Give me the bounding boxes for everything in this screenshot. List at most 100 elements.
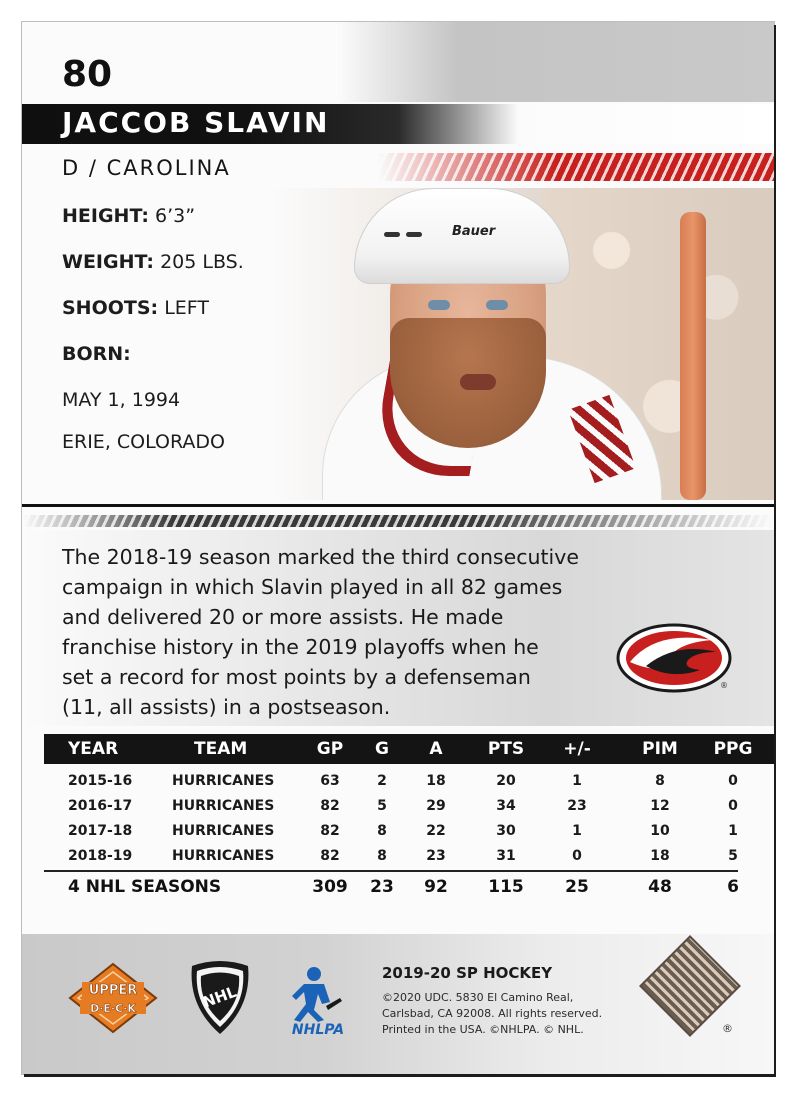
trading-card-back: 80 JACCOB SLAVIN D / CAROLINA Bauer HEIG… <box>22 22 774 1074</box>
cell-a: 23 <box>426 847 446 864</box>
bio-height: HEIGHT: 6’3” <box>62 205 302 251</box>
player-bio: HEIGHT: 6’3” WEIGHT: 205 LBS. SHOOTS: LE… <box>62 205 302 473</box>
player-photo: Bauer <box>272 188 774 500</box>
stats-table: YEAR TEAM GP G A PTS +/- PIM PPG 2015-16… <box>44 734 774 902</box>
hurricanes-logo-icon: ® <box>616 623 732 693</box>
total-ppg: 6 <box>727 877 739 897</box>
registered-mark: ® <box>722 1022 733 1035</box>
cell-team: HURRICANES <box>172 847 275 864</box>
total-pim: 48 <box>648 877 672 897</box>
totals-divider <box>44 870 738 872</box>
stats-row: 2017-18 HURRICANES 82 8 22 30 1 10 1 <box>44 818 774 843</box>
bio-label: BORN: <box>62 343 131 365</box>
cell-ppg: 0 <box>728 772 738 789</box>
cell-pts: 31 <box>496 847 516 864</box>
cell-year: 2017-18 <box>68 822 133 839</box>
cell-plus-minus: 1 <box>572 822 582 839</box>
header-year: YEAR <box>68 739 119 759</box>
cell-plus-minus: 0 <box>572 847 582 864</box>
cell-ppg: 1 <box>728 822 738 839</box>
nhlpa-logo-text: NHLPA <box>292 1022 344 1036</box>
cell-gp: 82 <box>320 847 340 864</box>
player-mouth <box>460 374 496 390</box>
name-bar <box>22 104 774 144</box>
position-team: D / CAROLINA <box>62 156 231 180</box>
total-gp: 309 <box>312 877 348 897</box>
bio-born-date: MAY 1, 1994 <box>62 389 181 411</box>
cell-gp: 63 <box>320 772 340 789</box>
cell-ppg: 5 <box>728 847 738 864</box>
cell-a: 18 <box>426 772 446 789</box>
divider <box>22 504 774 507</box>
total-plus-minus: 25 <box>565 877 589 897</box>
bio-value: 205 LBS. <box>160 251 244 273</box>
cell-ppg: 0 <box>728 797 738 814</box>
header-a: A <box>429 739 443 759</box>
header-g: G <box>375 739 389 759</box>
bio-value: LEFT <box>164 297 209 319</box>
registered-mark: ® <box>720 681 728 690</box>
cell-team: HURRICANES <box>172 822 275 839</box>
cell-pim: 10 <box>650 822 670 839</box>
cell-pim: 12 <box>650 797 670 814</box>
total-g: 23 <box>370 877 394 897</box>
header-gp: GP <box>316 739 344 759</box>
card-number: 80 <box>62 54 113 95</box>
helmet-brand: Bauer <box>452 224 496 239</box>
header-pim: PIM <box>642 739 678 759</box>
cell-g: 2 <box>377 772 387 789</box>
red-stripe <box>378 153 774 181</box>
cell-g: 8 <box>377 822 387 839</box>
legal-line: ©2020 UDC. 5830 El Camino Real, <box>382 991 574 1004</box>
career-blurb: The 2018-19 season marked the third cons… <box>62 542 622 722</box>
cell-pts: 20 <box>496 772 516 789</box>
goal-post <box>680 212 706 500</box>
cell-pim: 8 <box>655 772 665 789</box>
helmet-vent <box>406 232 422 237</box>
totals-label: 4 NHL SEASONS <box>68 877 222 897</box>
header-team: TEAM <box>194 739 248 759</box>
blurb-line: franchise history in the 2019 playoffs w… <box>62 635 539 659</box>
helmet-vent <box>384 232 400 237</box>
total-pts: 115 <box>488 877 524 897</box>
legal-line: Printed in the USA. ©NHLPA. © NHL. <box>382 1023 584 1036</box>
cell-year: 2015-16 <box>68 772 133 789</box>
cell-a: 22 <box>426 822 446 839</box>
player-eye-right <box>486 300 508 310</box>
cell-team: HURRICANES <box>172 772 275 789</box>
stats-totals-row: 4 NHL SEASONS 309 23 92 115 25 48 6 <box>44 872 774 902</box>
nhlpa-logo-icon: NHLPA <box>292 967 344 1036</box>
cell-year: 2018-19 <box>68 847 133 864</box>
cell-pim: 18 <box>650 847 670 864</box>
cell-plus-minus: 1 <box>572 772 582 789</box>
stats-row: 2015-16 HURRICANES 63 2 18 20 1 8 0 <box>44 768 774 793</box>
cell-pts: 34 <box>496 797 516 814</box>
header-ppg: PPG <box>713 739 753 759</box>
bio-label: HEIGHT: <box>62 205 149 227</box>
cell-pts: 30 <box>496 822 516 839</box>
upper-deck-logo-icon: UPPER D·E·C·K <box>68 962 158 1034</box>
cell-g: 8 <box>377 847 387 864</box>
legal-text: ©2020 UDC. 5830 El Camino Real, Carlsbad… <box>382 990 622 1038</box>
cell-year: 2016-17 <box>68 797 133 814</box>
bio-value: 6’3” <box>155 205 196 227</box>
blurb-line: and delivered 20 or more assists. He mad… <box>62 605 504 629</box>
total-a: 92 <box>424 877 448 897</box>
header-plus-minus: +/- <box>563 739 591 759</box>
player-name: JACCOB SLAVIN <box>62 106 330 139</box>
bio-shoots: SHOOTS: LEFT <box>62 297 302 343</box>
bio-label: SHOOTS: <box>62 297 159 319</box>
cell-gp: 82 <box>320 822 340 839</box>
product-name: 2019-20 SP HOCKEY <box>382 964 553 982</box>
header-pts: PTS <box>487 739 525 759</box>
cell-g: 5 <box>377 797 387 814</box>
cell-a: 29 <box>426 797 446 814</box>
top-band <box>22 22 774 102</box>
blurb-line: campaign in which Slavin played in all 8… <box>62 575 563 599</box>
nhl-shield-logo-icon: NHL <box>191 961 249 1034</box>
bio-label: WEIGHT: <box>62 251 155 273</box>
stats-row: 2016-17 HURRICANES 82 5 29 34 23 12 0 <box>44 793 774 818</box>
cell-plus-minus: 23 <box>567 797 587 814</box>
player-eye-left <box>428 300 450 310</box>
blurb-line: The 2018-19 season marked the third cons… <box>62 545 579 569</box>
